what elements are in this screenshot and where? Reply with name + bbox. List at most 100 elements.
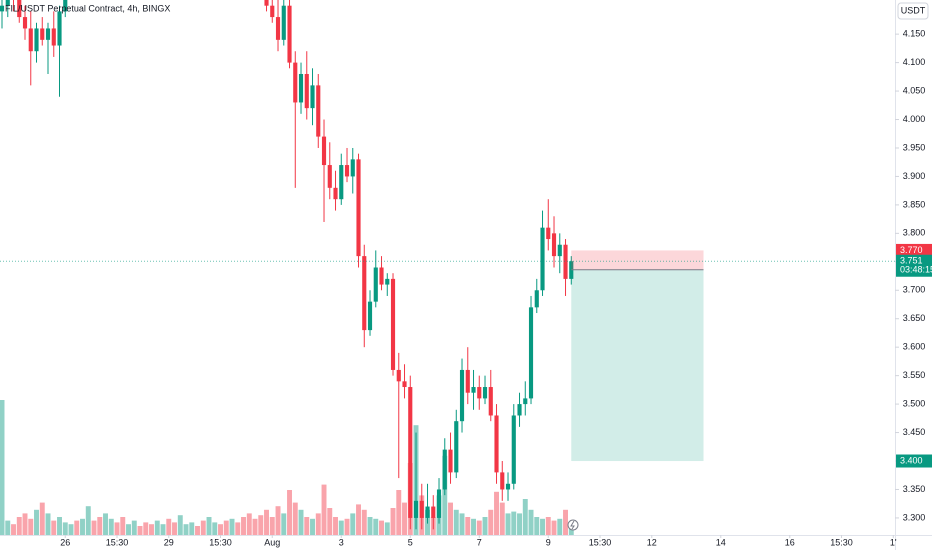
candle-body	[425, 506, 430, 518]
volume-bar	[108, 518, 114, 535]
volume-bar	[45, 513, 51, 535]
candle-body	[534, 290, 539, 308]
volume-bar	[361, 509, 367, 535]
volume-bar	[16, 517, 22, 535]
stop-price-label: 3.770	[900, 245, 923, 255]
volume-bar	[304, 517, 310, 535]
target-price-label: 3.400	[900, 455, 923, 465]
candle-body	[310, 85, 315, 109]
volume-bar	[39, 502, 45, 535]
candle-body	[45, 28, 51, 40]
candle-body	[304, 73, 309, 109]
volume-bar	[74, 520, 80, 535]
candle-body	[57, 11, 62, 46]
target-zone	[571, 269, 704, 462]
candle-body	[488, 387, 493, 416]
y-tick-label: 3.500	[903, 398, 926, 408]
y-tick-label: 3.600	[903, 342, 926, 352]
candle-body	[448, 449, 453, 473]
candle-body	[275, 17, 281, 40]
y-tick-label: 3.650	[903, 313, 926, 323]
y-tick-label: 4.000	[903, 114, 926, 124]
volume-bar	[137, 526, 143, 535]
stop-zone	[571, 250, 704, 270]
volume-bar	[321, 484, 327, 535]
y-tick-label: 3.850	[903, 199, 926, 209]
candle-body	[287, 5, 292, 63]
volume-bar	[402, 502, 407, 535]
volume-bar	[114, 522, 120, 535]
volume-bar	[315, 513, 321, 535]
x-tick-label: 29	[164, 537, 174, 547]
candle-body	[471, 387, 476, 393]
replay-icon[interactable]	[567, 519, 579, 531]
candle-body	[350, 159, 355, 177]
volume-bar	[568, 526, 574, 535]
candle-body	[270, 5, 275, 18]
volume-bar	[218, 524, 223, 535]
volume-bar	[528, 509, 534, 535]
candle-body	[442, 449, 447, 490]
candle-body	[408, 387, 413, 518]
volume-bar	[80, 518, 85, 535]
volume-bar	[189, 522, 195, 535]
y-tick-label: 4.050	[903, 85, 926, 95]
x-tick-label: 15:30	[209, 537, 232, 547]
candle-body	[344, 165, 350, 177]
y-tick-label: 4.100	[903, 57, 926, 67]
candle-body	[563, 244, 568, 279]
volume-bar	[28, 518, 34, 535]
x-tick-label: Aug	[264, 537, 280, 547]
x-tick-label: 5	[408, 537, 413, 547]
target-price-box	[896, 454, 932, 468]
volume-bar	[223, 520, 229, 535]
volume-bar	[557, 518, 563, 535]
candle-body	[505, 483, 511, 490]
candle-body	[431, 506, 436, 518]
candle-body	[17, 0, 22, 18]
volume-bar	[499, 502, 505, 535]
candle-body	[500, 472, 505, 490]
volume-bar	[517, 513, 522, 535]
y-tick-label: 3.450	[903, 427, 926, 437]
candle-body	[523, 398, 528, 405]
candle-body	[367, 301, 373, 331]
volume-bar	[551, 520, 557, 535]
volume-bar	[373, 518, 379, 535]
volume-bar	[453, 509, 459, 535]
volume-bar	[235, 522, 241, 535]
last-price-label: 3.751	[900, 256, 923, 266]
volume-bar	[494, 491, 499, 535]
volume-bar	[459, 513, 465, 535]
x-tick-label: 1'	[890, 537, 897, 547]
volume-bar	[91, 520, 97, 535]
candle-body	[339, 165, 344, 200]
volume-bar	[57, 517, 62, 535]
y-tick-label: 3.350	[903, 484, 926, 494]
candle-body	[551, 233, 557, 257]
volume-bar	[85, 506, 91, 535]
candle-body	[316, 85, 321, 137]
volume-bar	[149, 524, 154, 535]
volume-bar	[563, 509, 568, 535]
candle-body	[494, 415, 499, 473]
volume-bar	[384, 522, 390, 535]
volume-bar	[0, 400, 5, 535]
volume-bar	[131, 520, 137, 535]
y-tick-label: 3.700	[903, 285, 926, 295]
candle-body	[0, 5, 5, 12]
volume-bar	[390, 508, 396, 535]
currency-box[interactable]	[897, 2, 929, 20]
volume-bar	[534, 517, 540, 535]
volume-bar	[379, 520, 384, 535]
volume-bar	[11, 524, 16, 535]
candle-body	[28, 28, 33, 52]
candle-body	[373, 267, 378, 302]
last-price-box	[896, 254, 932, 277]
chart-title: FIL/USDT Perpetual Contract, 4h, BINGX	[5, 3, 170, 13]
volume-bar	[241, 517, 246, 535]
volume-bar	[195, 526, 200, 535]
candle-body	[546, 227, 551, 240]
volume-bar	[160, 524, 166, 535]
